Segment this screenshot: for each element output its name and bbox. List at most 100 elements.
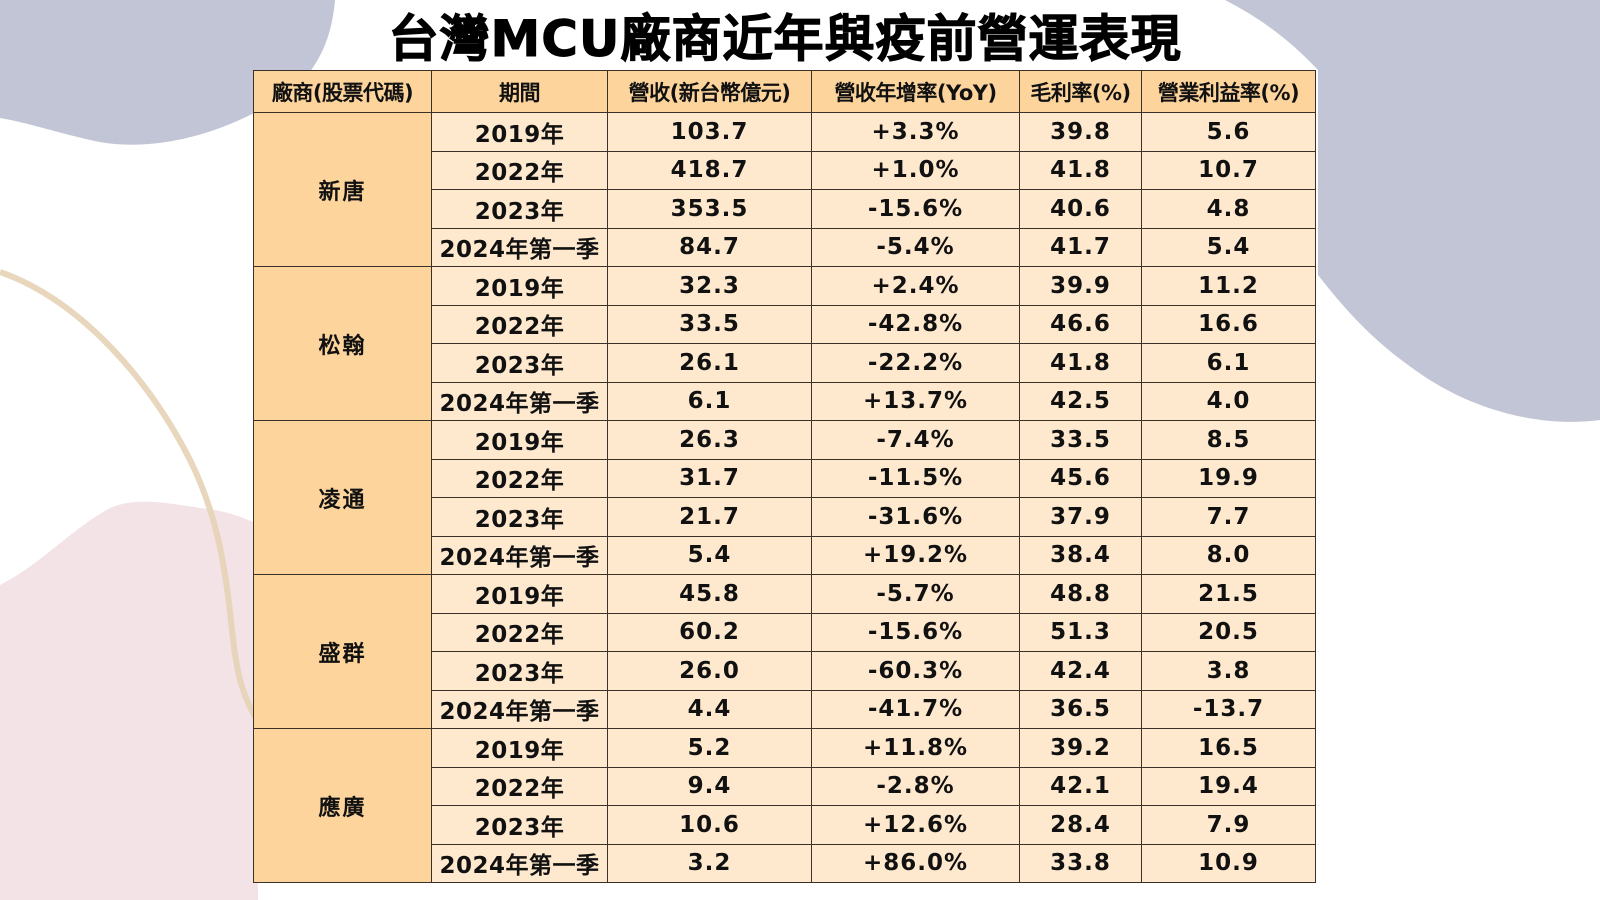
- operating-margin-cell: 6.1: [1141, 343, 1316, 383]
- revenue-cell: 10.6: [607, 805, 812, 845]
- gross-margin-cell: 39.2: [1019, 728, 1142, 768]
- gross-margin-cell: 39.9: [1019, 266, 1142, 306]
- revenue-cell: 26.0: [607, 651, 812, 691]
- yoy-cell: -11.5%: [811, 458, 1020, 498]
- table-row: 應廣 2019年 5.2 +11.8% 39.2 16.5: [253, 728, 1316, 883]
- table-row: 2023年 21.7 -31.6% 37.9 7.7: [254, 497, 1316, 537]
- blue-blob-top-left: [0, 0, 335, 145]
- period-cell: 2023年: [431, 497, 608, 537]
- period-cell: 2024年第一季: [431, 535, 608, 575]
- revenue-cell: 26.3: [607, 420, 812, 460]
- operating-margin-cell: -13.7: [1141, 689, 1316, 729]
- revenue-cell: 418.7: [607, 150, 812, 190]
- beige-curve-line: [0, 269, 260, 722]
- table-row: 2023年 26.1 -22.2% 41.8 6.1: [254, 343, 1316, 383]
- period-cell: 2024年第一季: [431, 381, 608, 421]
- table-row: 2023年 26.0 -60.3% 42.4 3.8: [254, 651, 1316, 691]
- company-cell: 松翰: [253, 266, 432, 421]
- gross-margin-cell: 28.4: [1019, 805, 1142, 845]
- period-cell: 2024年第一季: [431, 843, 608, 883]
- operating-margin-cell: 16.5: [1141, 728, 1316, 768]
- company-cell: 新唐: [253, 112, 432, 267]
- revenue-cell: 5.4: [607, 535, 812, 575]
- table-row: 2022年 60.2 -15.6% 51.3 20.5: [254, 612, 1316, 652]
- revenue-cell: 26.1: [607, 343, 812, 383]
- operating-margin-cell: 10.7: [1141, 150, 1316, 190]
- yoy-cell: -42.8%: [811, 304, 1020, 344]
- operating-margin-cell: 7.9: [1141, 805, 1316, 845]
- gross-margin-cell: 38.4: [1019, 535, 1142, 575]
- period-cell: 2019年: [431, 420, 608, 460]
- table-row: 2024年第一季 5.4 +19.2% 38.4 8.0: [254, 535, 1316, 575]
- revenue-cell: 45.8: [607, 574, 812, 614]
- table-row: 凌通 2019年 26.3 -7.4% 33.5 8.5: [253, 420, 1316, 575]
- gross-margin-cell: 33.8: [1019, 843, 1142, 883]
- yoy-cell: -22.2%: [811, 343, 1020, 383]
- yoy-cell: -31.6%: [811, 497, 1020, 537]
- gross-margin-cell: 46.6: [1019, 304, 1142, 344]
- company-cell: 凌通: [253, 420, 432, 575]
- gross-margin-cell: 48.8: [1019, 574, 1142, 614]
- yoy-cell: -60.3%: [811, 651, 1020, 691]
- revenue-cell: 31.7: [607, 458, 812, 498]
- period-cell: 2024年第一季: [431, 227, 608, 267]
- operating-margin-cell: 20.5: [1141, 612, 1316, 652]
- period-cell: 2023年: [431, 805, 608, 845]
- yoy-cell: +19.2%: [811, 535, 1020, 575]
- period-cell: 2022年: [431, 612, 608, 652]
- period-cell: 2022年: [431, 766, 608, 806]
- blue-blob-top-right: [1225, 0, 1600, 422]
- table-row: 2024年第一季 4.4 -41.7% 36.5 -13.7: [254, 689, 1316, 729]
- operating-margin-cell: 4.0: [1141, 381, 1316, 421]
- yoy-cell: -41.7%: [811, 689, 1020, 729]
- gross-margin-cell: 42.1: [1019, 766, 1142, 806]
- yoy-cell: +1.0%: [811, 150, 1020, 190]
- table-row: 新唐 2019年 103.7 +3.3% 39.8 5.6: [253, 112, 1316, 267]
- table-row: 2023年 353.5 -15.6% 40.6 4.8: [254, 189, 1316, 229]
- table-row: 2022年 33.5 -42.8% 46.6 16.6: [254, 304, 1316, 344]
- table-header-row: 廠商(股票代碼) 期間 營收(新台幣億元) 營收年增率(YoY) 毛利率(%) …: [253, 70, 1316, 113]
- period-cell: 2019年: [431, 574, 608, 614]
- gross-margin-cell: 40.6: [1019, 189, 1142, 229]
- yoy-cell: -15.6%: [811, 612, 1020, 652]
- operating-margin-cell: 4.8: [1141, 189, 1316, 229]
- yoy-cell: +86.0%: [811, 843, 1020, 883]
- gross-margin-cell: 39.8: [1019, 112, 1142, 152]
- header-operating-margin: 營業利益率(%): [1141, 70, 1316, 113]
- header-company: 廠商(股票代碼): [253, 70, 432, 113]
- operating-margin-cell: 5.4: [1141, 227, 1316, 267]
- operating-margin-cell: 11.2: [1141, 266, 1316, 306]
- header-yoy: 營收年增率(YoY): [811, 70, 1020, 113]
- yoy-cell: +3.3%: [811, 112, 1020, 152]
- revenue-cell: 6.1: [607, 381, 812, 421]
- operating-margin-cell: 8.5: [1141, 420, 1316, 460]
- table-row: 盛群 2019年 45.8 -5.7% 48.8 21.5: [253, 574, 1316, 729]
- operating-margin-cell: 16.6: [1141, 304, 1316, 344]
- yoy-cell: -5.4%: [811, 227, 1020, 267]
- table-row: 2024年第一季 6.1 +13.7% 42.5 4.0: [254, 381, 1316, 421]
- period-cell: 2022年: [431, 150, 608, 190]
- mcu-performance-table: 廠商(股票代碼) 期間 營收(新台幣億元) 營收年增率(YoY) 毛利率(%) …: [253, 70, 1316, 883]
- yoy-cell: -15.6%: [811, 189, 1020, 229]
- period-cell: 2023年: [431, 651, 608, 691]
- period-cell: 2023年: [431, 189, 608, 229]
- gross-margin-cell: 41.7: [1019, 227, 1142, 267]
- table-row: 2022年 31.7 -11.5% 45.6 19.9: [254, 458, 1316, 498]
- pink-blob-bottom-left: [0, 501, 258, 900]
- yoy-cell: +2.4%: [811, 266, 1020, 306]
- revenue-cell: 84.7: [607, 227, 812, 267]
- revenue-cell: 3.2: [607, 843, 812, 883]
- gross-margin-cell: 45.6: [1019, 458, 1142, 498]
- company-cell: 盛群: [253, 574, 432, 729]
- table-row: 2022年 418.7 +1.0% 41.8 10.7: [254, 150, 1316, 190]
- table-row: 2024年第一季 3.2 +86.0% 33.8 10.9: [254, 843, 1316, 883]
- revenue-cell: 21.7: [607, 497, 812, 537]
- table-row: 松翰 2019年 32.3 +2.4% 39.9 11.2: [253, 266, 1316, 421]
- revenue-cell: 353.5: [607, 189, 812, 229]
- revenue-cell: 33.5: [607, 304, 812, 344]
- operating-margin-cell: 3.8: [1141, 651, 1316, 691]
- yoy-cell: -7.4%: [811, 420, 1020, 460]
- company-cell: 應廣: [253, 728, 432, 883]
- period-cell: 2022年: [431, 304, 608, 344]
